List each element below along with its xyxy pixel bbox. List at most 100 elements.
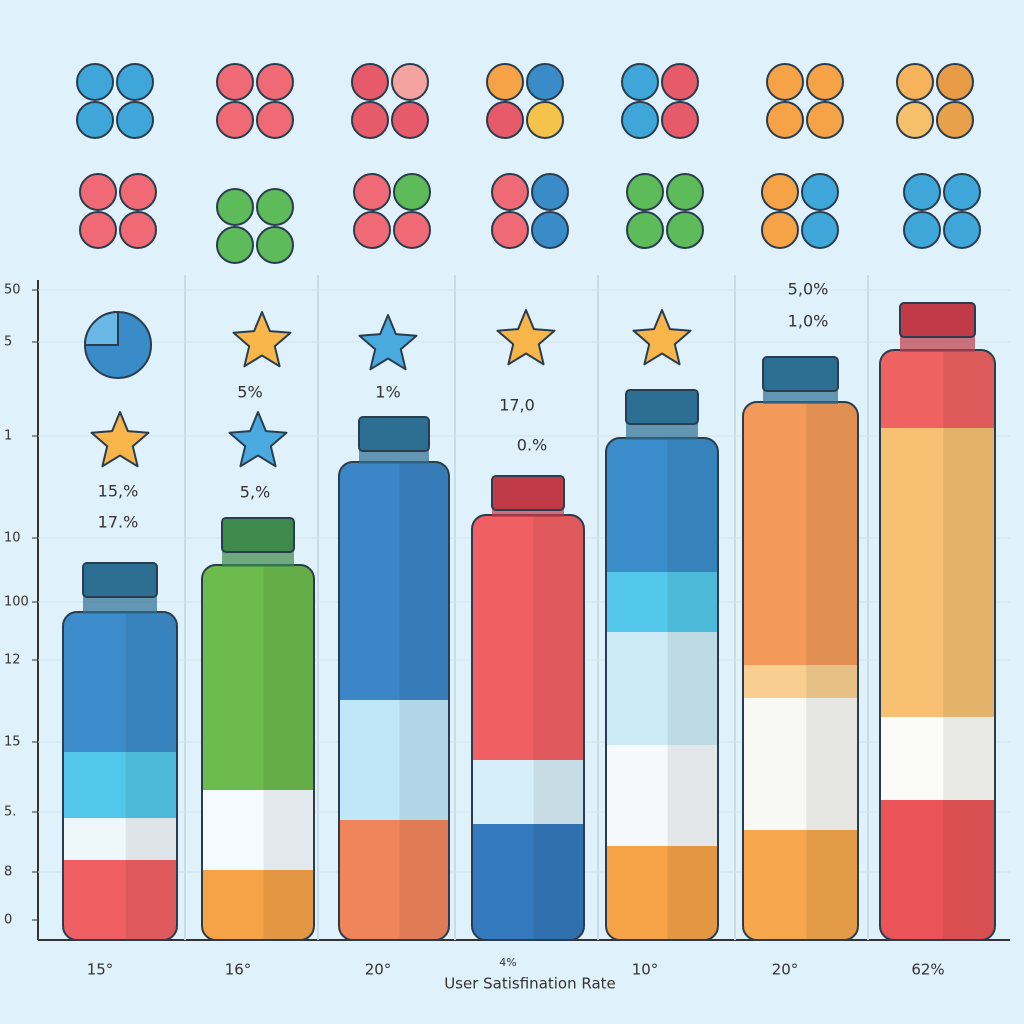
pill-icon xyxy=(79,211,117,249)
bottle-cap xyxy=(358,416,430,452)
bottle-segment xyxy=(606,745,718,846)
bottle xyxy=(606,438,718,940)
bottle-segment xyxy=(743,698,858,830)
pill-icon xyxy=(896,63,934,101)
y-tick-label: 15 xyxy=(4,735,21,750)
bottle-shade xyxy=(533,515,584,940)
bottle-segment xyxy=(606,632,718,745)
pill-icon xyxy=(526,63,564,101)
x-tick-label: 16° xyxy=(225,961,252,979)
bottle-segment xyxy=(202,870,314,940)
pill-icon xyxy=(766,63,804,101)
star-icon xyxy=(496,309,556,366)
bottle-neck xyxy=(83,593,157,614)
star-icon xyxy=(90,411,150,468)
pill-icon xyxy=(666,173,704,211)
annotation: 17,0 xyxy=(499,396,535,415)
bottle-cap xyxy=(82,562,158,598)
pill-icon xyxy=(116,101,154,139)
pill-icon xyxy=(116,63,154,101)
bottle-neck xyxy=(492,506,564,517)
pill-icon xyxy=(216,63,254,101)
pill-icon xyxy=(766,101,804,139)
pill-icon xyxy=(216,226,254,264)
bottle xyxy=(63,612,177,940)
star-icon xyxy=(232,311,292,368)
pill-icon xyxy=(256,226,294,264)
pill-icon xyxy=(806,101,844,139)
bottle-segment xyxy=(606,438,718,572)
pill-icon xyxy=(119,211,157,249)
bottle-shade xyxy=(667,438,718,940)
pill-icon xyxy=(626,173,664,211)
pill-icon xyxy=(256,188,294,226)
y-tick-label: 0 xyxy=(4,913,12,928)
pill-icon xyxy=(761,173,799,211)
star-icon xyxy=(228,411,288,468)
bottle-segment xyxy=(743,830,858,940)
bottle-cap xyxy=(221,517,295,553)
pill-icon xyxy=(393,211,431,249)
pill-icon xyxy=(76,63,114,101)
bottle-cap xyxy=(899,302,976,338)
bottle-segment xyxy=(63,612,177,752)
bottle-shade xyxy=(943,350,995,940)
bottle-cap xyxy=(491,475,565,511)
pill-icon xyxy=(526,101,564,139)
bottle xyxy=(339,462,449,940)
bottle-shade xyxy=(263,565,314,940)
bottle-shade xyxy=(806,402,858,940)
pill-icon xyxy=(903,211,941,249)
bottle-segment xyxy=(63,752,177,818)
bottle-segment xyxy=(880,717,995,800)
bottle-cap xyxy=(762,356,839,392)
pill-icon xyxy=(801,173,839,211)
pill-icon xyxy=(936,101,974,139)
bottle-segment xyxy=(606,572,718,632)
y-tick-label: 100 xyxy=(4,595,29,610)
pill-icon xyxy=(801,211,839,249)
bottle-shade xyxy=(399,462,449,940)
pill-icon xyxy=(256,63,294,101)
y-tick-label: 8 xyxy=(4,865,12,880)
bottle-segment xyxy=(339,820,449,940)
y-tick-label: 5. xyxy=(4,805,16,820)
y-tick-label: 5 xyxy=(4,335,12,350)
annotation: 5% xyxy=(237,383,262,402)
bottle-segment xyxy=(63,818,177,860)
bottle xyxy=(743,402,858,940)
pill-icon xyxy=(896,101,934,139)
x-tick-label: 4% xyxy=(499,956,516,969)
pill-icon xyxy=(486,63,524,101)
pill-icon xyxy=(216,101,254,139)
x-tick-label: 20° xyxy=(365,961,392,979)
pill-icon xyxy=(391,63,429,101)
pill-icon xyxy=(621,63,659,101)
annotation: 17.% xyxy=(98,513,139,532)
pill-icon xyxy=(351,101,389,139)
bottle xyxy=(880,350,995,940)
pill-icon xyxy=(943,173,981,211)
pill-icon xyxy=(216,188,254,226)
pill-icon xyxy=(666,211,704,249)
annotation: 5,% xyxy=(240,483,270,502)
bottle-segment xyxy=(880,350,995,428)
pill-icon xyxy=(119,173,157,211)
star-icon xyxy=(358,314,418,371)
y-tick-label: 1 xyxy=(4,429,12,444)
y-tick-label: 50 xyxy=(4,283,21,298)
pill-icon xyxy=(943,211,981,249)
pie-slice xyxy=(83,310,119,346)
pill-icon xyxy=(353,173,391,211)
annotation: 1% xyxy=(375,383,400,402)
pill-icon xyxy=(491,211,529,249)
bottle-shade xyxy=(125,612,177,940)
y-tick-label: 10 xyxy=(4,531,21,546)
pill-icon xyxy=(391,101,429,139)
annotation: 1,0% xyxy=(788,312,829,331)
annotation: 15,% xyxy=(98,482,139,501)
pill-icon xyxy=(79,173,117,211)
pill-icon xyxy=(761,211,799,249)
pill-icon xyxy=(353,211,391,249)
